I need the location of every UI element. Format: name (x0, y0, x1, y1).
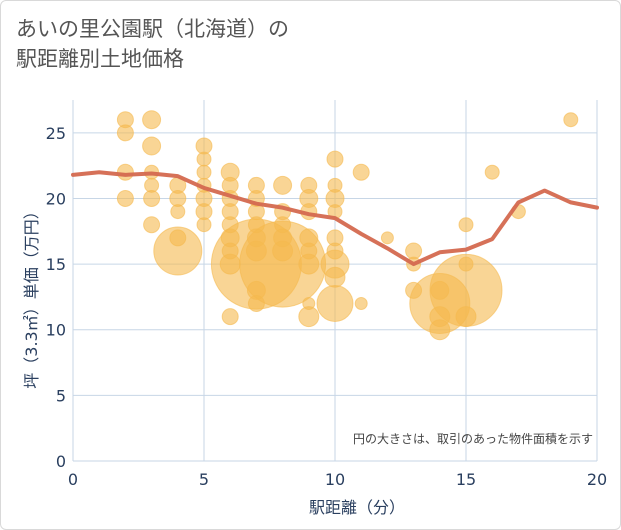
y-tick-label: 20 (46, 189, 66, 208)
bubble-point (143, 189, 161, 207)
bubble-point (196, 164, 212, 180)
y-tick-label: 15 (46, 255, 66, 274)
bubble-point (352, 163, 370, 181)
bubble-point (298, 306, 320, 328)
y-tick-label: 10 (46, 321, 66, 340)
trend-line (71, 170, 599, 267)
x-tick-label: 5 (199, 470, 209, 489)
bubble-point (116, 189, 134, 207)
bubble-point (380, 231, 394, 245)
y-tick-label: 5 (56, 386, 66, 405)
y-axis-title: 坪（3.3㎡）単価（万円） (22, 203, 41, 388)
bubble-point (316, 284, 354, 322)
bubble-point (142, 136, 162, 156)
bubble-point (196, 151, 212, 167)
x-tick-label: 20 (587, 470, 607, 489)
bubble-point (563, 112, 579, 128)
bubble-series (116, 110, 579, 341)
x-axis-title: 駅距離（分） (309, 498, 405, 517)
chart-title: あいの里公園駅（北海道）の 駅距離別土地価格 (16, 14, 289, 74)
x-tick-label: 10 (325, 470, 345, 489)
bubble-point (195, 203, 213, 221)
bubble-point (170, 204, 186, 220)
bubble-point (429, 319, 451, 341)
x-tick-label: 0 (68, 470, 78, 489)
bubble-point (354, 296, 368, 310)
bubble-point (196, 217, 212, 233)
bubble-point (116, 124, 134, 142)
y-tick-label: 25 (46, 124, 66, 143)
bubble-point (324, 266, 346, 288)
x-tick-label: 15 (456, 470, 476, 489)
bubble-point (298, 253, 320, 275)
y-tick-label: 0 (56, 452, 66, 471)
bubble-point (143, 216, 161, 234)
size-note: 円の大きさは、取引のあった物件面積を示す (353, 431, 593, 446)
bubble-point (405, 242, 423, 260)
bubble-point (142, 110, 162, 130)
bubble-point (116, 163, 134, 181)
chart-title-line-1: あいの里公園駅（北海道）の (16, 17, 289, 41)
bubble-point (273, 175, 293, 195)
bubble-point (484, 164, 500, 180)
bubble-point (455, 306, 477, 328)
bubble-point (326, 150, 344, 168)
trend-series (71, 170, 599, 267)
bubble-point (169, 189, 187, 207)
chart-title-line-2: 駅距離別土地価格 (16, 47, 184, 71)
bubble-point (195, 137, 213, 155)
bubble-point (458, 217, 474, 233)
axis-ticks: 0 5 10 15 20 0 5 10 15 20 25 (46, 124, 608, 489)
bubble-point (221, 308, 239, 326)
bubble-point (153, 226, 203, 276)
